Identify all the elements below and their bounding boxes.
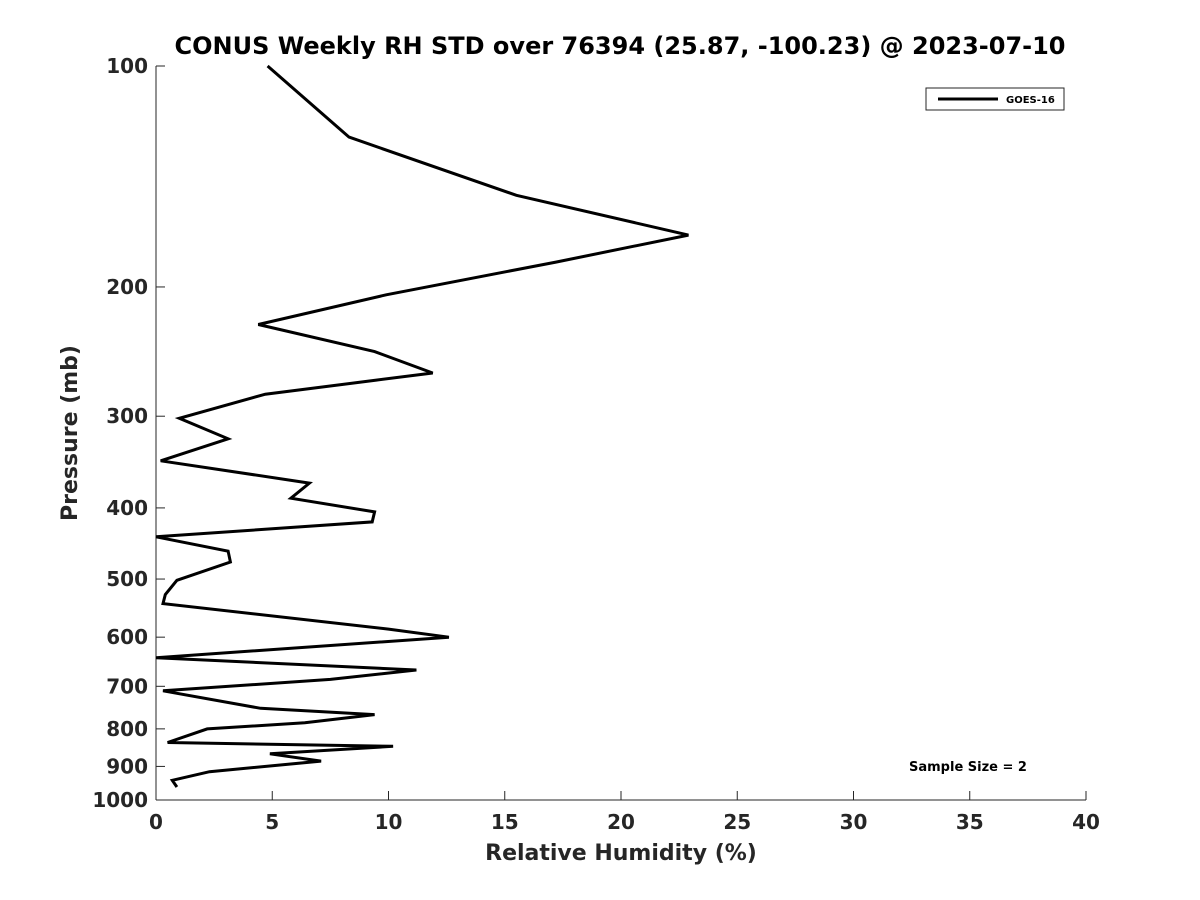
y-tick-label: 800 [106, 717, 148, 741]
sample-size-annotation: Sample Size = 2 [909, 760, 1027, 775]
x-tick-label: 40 [1072, 810, 1100, 834]
y-ticks: 100 200 300 400 500 600 700 800 900 1000 [92, 54, 165, 812]
x-tick-label: 20 [607, 810, 635, 834]
y-tick-label: 100 [106, 54, 148, 78]
axes [155, 66, 1086, 801]
series-line-goes-16 [155, 64, 689, 788]
chart-title: CONUS Weekly RH STD over 76394 (25.87, -… [174, 32, 1065, 60]
y-tick-label: 400 [106, 496, 148, 520]
x-tick-label: 10 [375, 810, 403, 834]
series-layer [155, 64, 689, 788]
x-tick-label: 35 [956, 810, 984, 834]
x-axis-label: Relative Humidity (%) [485, 841, 757, 866]
x-tick-label: 0 [149, 810, 163, 834]
y-axis-label: Pressure (mb) [58, 345, 83, 521]
y-tick-label: 300 [106, 404, 148, 428]
legend: GOES-16 [925, 87, 1065, 111]
y-tick-label: 600 [106, 625, 148, 649]
y-tick-label: 500 [106, 567, 148, 591]
x-tick-label: 15 [491, 810, 519, 834]
y-tick-label: 200 [106, 275, 148, 299]
y-tick-label: 1000 [92, 788, 148, 812]
legend-label: GOES-16 [1006, 95, 1055, 106]
x-tick-label: 30 [840, 810, 868, 834]
y-tick-label: 900 [106, 754, 148, 778]
x-tick-label: 25 [723, 810, 751, 834]
x-ticks: 0 5 10 15 20 25 30 35 40 [149, 791, 1100, 834]
x-tick-label: 5 [265, 810, 279, 834]
y-tick-label: 700 [106, 674, 148, 698]
